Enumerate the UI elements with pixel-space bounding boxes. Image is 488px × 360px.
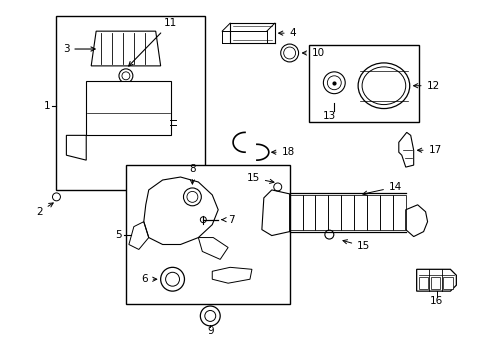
- Bar: [429, 277, 440, 289]
- Bar: [56, 16, 205, 190]
- Text: 14: 14: [362, 182, 401, 195]
- Text: 1: 1: [44, 100, 51, 111]
- Text: 4: 4: [278, 28, 296, 38]
- Text: 7: 7: [222, 215, 234, 225]
- Bar: [126, 165, 289, 304]
- Text: 17: 17: [417, 145, 441, 155]
- Text: 3: 3: [62, 44, 95, 54]
- Text: 8: 8: [189, 164, 195, 184]
- Text: 5: 5: [116, 230, 122, 239]
- Bar: [418, 277, 427, 289]
- Text: 11: 11: [128, 18, 177, 66]
- Text: 13: 13: [322, 111, 335, 121]
- Bar: [443, 277, 452, 289]
- Text: 16: 16: [429, 296, 442, 306]
- Text: 15: 15: [342, 240, 369, 252]
- Text: 6: 6: [141, 274, 157, 284]
- Text: 9: 9: [206, 326, 213, 336]
- Text: 18: 18: [271, 147, 294, 157]
- Text: 2: 2: [36, 203, 53, 217]
- Text: 15: 15: [246, 173, 273, 184]
- Bar: [309, 45, 418, 122]
- Text: 12: 12: [413, 81, 439, 91]
- Text: 10: 10: [302, 48, 324, 58]
- Bar: [86, 81, 170, 135]
